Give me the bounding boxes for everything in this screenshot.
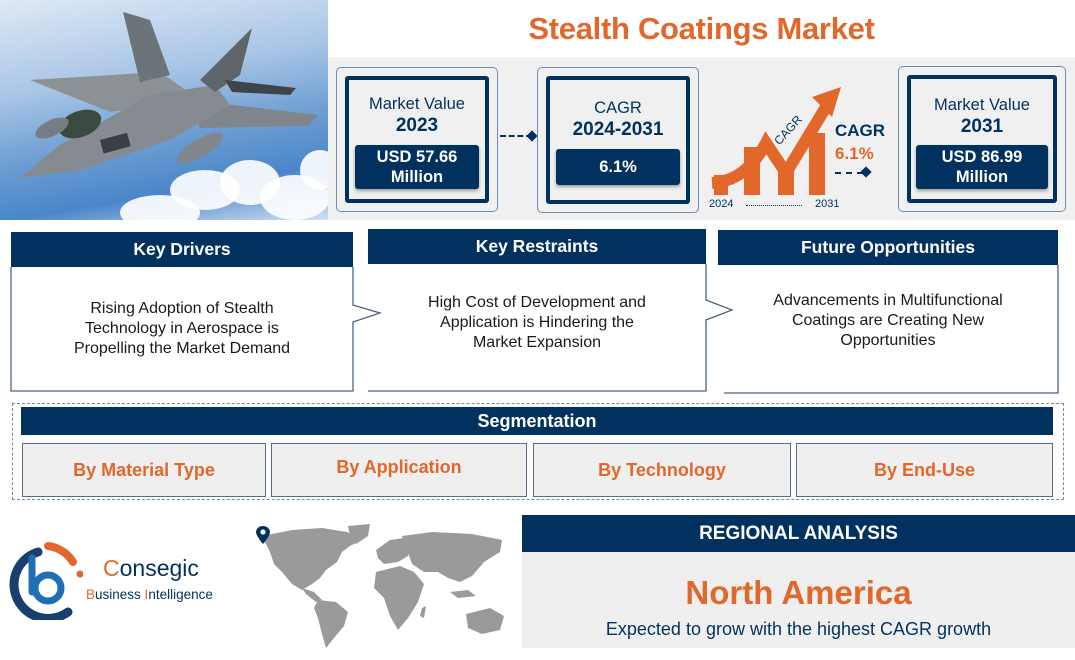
regional-analysis-body: North America Expected to grow with the … xyxy=(522,552,1075,648)
panel-heading-key-drivers: Key Drivers xyxy=(11,232,353,267)
stat-value-line2: Million xyxy=(955,168,1009,186)
consegic-logo-icon xyxy=(9,542,83,620)
panel-text-line: Opportunities xyxy=(840,332,936,349)
cagr-growth-chart-icon: CAGR xyxy=(711,87,841,195)
regional-analysis-heading: REGIONAL ANALYSIS xyxy=(522,515,1075,552)
stat-value-line2: Million xyxy=(390,168,444,186)
consegic-logo: Consegic Business Intelligence xyxy=(8,540,238,620)
panel-text-line: Propelling the Market Demand xyxy=(73,340,291,357)
stat-year: 2031 xyxy=(960,116,1004,137)
panel-text-line: Application is Hindering the xyxy=(440,314,634,331)
start-year-label: 2024 xyxy=(709,198,734,210)
panel-body-key-restraints: High Cost of Development and Application… xyxy=(368,264,706,390)
year-axis-arrow xyxy=(746,205,802,206)
logo-tagline: Business Intelligence xyxy=(86,587,213,602)
stat-card-market-value-2023: Market Value 2023 USD 57.66 Million xyxy=(336,67,498,212)
stat-value: 6.1% xyxy=(556,149,680,185)
stat-value: USD 86.99 Million xyxy=(916,145,1048,189)
stat-label: CAGR xyxy=(594,99,642,117)
panel-body-future-opportunities: Advancements in Multifunctional Coatings… xyxy=(718,265,1058,393)
panel-text-line: High Cost of Development and xyxy=(428,294,646,311)
end-year-label: 2031 xyxy=(815,198,840,210)
stat-card-cagr: CAGR 2024-2031 6.1% xyxy=(537,67,699,213)
cagr-side-label: CAGR xyxy=(835,121,886,140)
panel-body-key-drivers: Rising Adoption of Stealth Technology in… xyxy=(11,267,353,391)
panel-text-line: Advancements in Multifunctional xyxy=(773,292,1003,309)
panel-text-line: Rising Adoption of Stealth xyxy=(90,300,274,317)
stat-value: USD 57.66 Million xyxy=(355,145,479,189)
segment-by-technology: By Technology xyxy=(533,443,791,497)
region-name: North America xyxy=(685,574,912,611)
panel-outlines xyxy=(10,264,1059,394)
stat-year: 2023 xyxy=(395,115,439,136)
stat-label: Market Value xyxy=(369,95,465,113)
stat-year: 2024-2031 xyxy=(572,119,664,140)
segmentation-heading: Segmentation xyxy=(21,407,1053,435)
fighter-jet-icon xyxy=(20,12,318,178)
stat-value-line1: USD 86.99 xyxy=(941,148,1023,166)
panel-text-line: Coatings are Creating New xyxy=(791,312,985,329)
segment-by-application: By Application xyxy=(271,443,527,497)
segment-by-end-use: By End-Use xyxy=(796,443,1053,497)
region-description: Expected to grow with the highest CAGR g… xyxy=(605,619,992,639)
panel-text-line: Technology in Aerospace is xyxy=(85,320,279,337)
panel-text-line: Market Expansion xyxy=(472,334,602,351)
page-title: Stealth Coatings Market xyxy=(528,10,875,46)
hero-jet-image xyxy=(0,0,328,220)
segment-by-material-type: By Material Type xyxy=(22,443,266,497)
world-map xyxy=(256,524,504,648)
stat-label: Market Value xyxy=(934,96,1030,114)
panel-heading-future-opportunities: Future Opportunities xyxy=(718,230,1058,265)
segmentation-container xyxy=(12,403,1064,500)
logo-name: Consegic xyxy=(103,555,199,581)
stat-card-market-value-2031: Market Value 2031 USD 86.99 Million xyxy=(898,66,1066,212)
stat-value-line1: USD 57.66 xyxy=(376,148,458,166)
cagr-side-value: 6.1% xyxy=(835,144,874,163)
dotted-connector xyxy=(835,172,863,174)
dotted-connector xyxy=(500,135,532,137)
panel-heading-key-restraints: Key Restraints xyxy=(368,229,706,264)
location-pin-icon xyxy=(256,526,270,544)
